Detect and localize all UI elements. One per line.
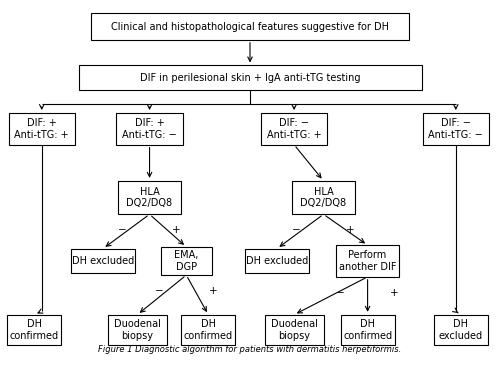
Text: DIF: −
Anti-tTG: −: DIF: − Anti-tTG: − (428, 118, 483, 139)
FancyBboxPatch shape (245, 249, 309, 273)
FancyBboxPatch shape (91, 13, 409, 40)
FancyBboxPatch shape (108, 315, 166, 345)
Text: +: + (172, 225, 181, 235)
FancyBboxPatch shape (182, 315, 236, 345)
FancyBboxPatch shape (8, 315, 62, 345)
Text: DH
confirmed: DH confirmed (10, 319, 59, 341)
FancyBboxPatch shape (264, 315, 324, 345)
Text: −: − (155, 286, 164, 296)
Text: DIF: +
Anti-tTG: +: DIF: + Anti-tTG: + (14, 118, 69, 139)
Text: DH
confirmed: DH confirmed (343, 319, 392, 341)
Text: DH
excluded: DH excluded (438, 319, 483, 341)
Text: DIF: +
Anti-tTG: −: DIF: + Anti-tTG: − (122, 118, 177, 139)
FancyBboxPatch shape (118, 181, 182, 214)
Text: −: − (336, 288, 345, 298)
FancyBboxPatch shape (292, 181, 356, 214)
FancyBboxPatch shape (434, 315, 488, 345)
FancyBboxPatch shape (71, 249, 135, 273)
Text: HLA
DQ2/DQ8: HLA DQ2/DQ8 (300, 187, 346, 209)
Text: +: + (346, 225, 355, 235)
Text: DIF: −
Anti-tTG: +: DIF: − Anti-tTG: + (267, 118, 322, 139)
Text: +: + (390, 288, 399, 298)
FancyBboxPatch shape (336, 245, 400, 277)
Text: Duodenal
biopsy: Duodenal biopsy (114, 319, 160, 341)
FancyBboxPatch shape (422, 113, 489, 145)
Text: Duodenal
biopsy: Duodenal biopsy (270, 319, 318, 341)
FancyBboxPatch shape (8, 113, 75, 145)
FancyBboxPatch shape (261, 113, 327, 145)
Text: HLA
DQ2/DQ8: HLA DQ2/DQ8 (126, 187, 172, 209)
Text: −: − (292, 225, 301, 235)
FancyBboxPatch shape (160, 247, 212, 275)
FancyBboxPatch shape (340, 315, 394, 345)
FancyBboxPatch shape (78, 65, 422, 90)
Text: Clinical and histopathological features suggestive for DH: Clinical and histopathological features … (111, 22, 389, 32)
Text: Perform
another DIF: Perform another DIF (339, 250, 396, 272)
Text: Figure 1 Diagnostic algorithm for patients with dermatitis herpetiformis.: Figure 1 Diagnostic algorithm for patien… (98, 345, 402, 354)
Text: EMA,
DGP: EMA, DGP (174, 250, 199, 272)
Text: DH excluded: DH excluded (246, 256, 308, 266)
Text: +: + (209, 286, 218, 296)
Text: DIF in perilesional skin + IgA anti-tTG testing: DIF in perilesional skin + IgA anti-tTG … (140, 73, 360, 83)
Text: −: − (118, 225, 127, 235)
Text: DH
confirmed: DH confirmed (184, 319, 233, 341)
FancyBboxPatch shape (116, 113, 182, 145)
Text: DH excluded: DH excluded (72, 256, 134, 266)
